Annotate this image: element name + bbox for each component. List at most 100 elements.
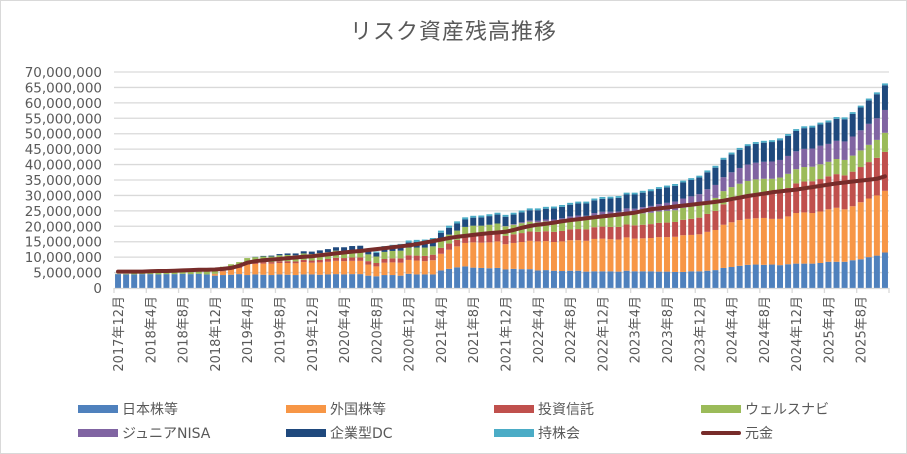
bar-segment <box>655 187 662 189</box>
bar-segment <box>211 270 218 274</box>
bar-segment <box>446 225 453 228</box>
bar-segment <box>615 239 622 272</box>
bar-segment <box>123 273 130 275</box>
bar-segment <box>486 234 493 243</box>
bar-segment <box>260 255 267 257</box>
bar-segment <box>744 180 751 195</box>
bar-segment <box>881 85 888 110</box>
bar-segment <box>518 233 525 243</box>
bar-segment <box>365 264 372 276</box>
bar-segment <box>454 221 461 224</box>
bar-segment <box>357 245 364 251</box>
bar-segment <box>696 177 703 195</box>
bar-segment <box>873 255 880 288</box>
bar-segment <box>389 250 396 259</box>
bar-segment <box>704 172 711 190</box>
bar-segment <box>260 274 267 288</box>
bar-segment <box>744 164 751 181</box>
bar-segment <box>462 219 469 227</box>
bar-segment <box>865 144 872 163</box>
bar-segment <box>575 240 582 271</box>
bar-segment <box>696 205 703 218</box>
bar-segment <box>284 261 291 264</box>
bar-segment <box>510 212 517 215</box>
bar-segment <box>849 112 856 114</box>
bar-segment <box>760 142 767 162</box>
bar-segment <box>470 225 477 235</box>
bar-segment <box>631 271 638 288</box>
y-tick-label: 15,000,000 <box>25 235 102 251</box>
bar-segment <box>591 213 598 217</box>
legend-swatch <box>494 429 534 437</box>
bar-segment <box>599 226 606 239</box>
bar-segment <box>244 275 251 288</box>
bar-segment <box>825 176 832 210</box>
bar-segment <box>502 216 509 226</box>
bar-segment <box>462 217 469 220</box>
bar-segment <box>567 216 574 220</box>
x-tick-label: 2024年8月 <box>758 296 773 363</box>
bar-segment <box>841 119 848 142</box>
y-tick-label: 10,000,000 <box>25 250 102 266</box>
bar-segment <box>623 237 630 271</box>
bar-segment <box>236 274 243 288</box>
bar-segment <box>857 130 864 151</box>
bar-segment <box>817 179 824 212</box>
bar-segment <box>203 271 210 275</box>
bar-segment <box>195 270 202 274</box>
bar-segment <box>567 202 574 205</box>
bar-segment <box>857 105 864 108</box>
bar-segment <box>462 266 469 288</box>
bar-segment <box>607 239 614 272</box>
bar-segment <box>421 247 428 256</box>
bar-segment <box>785 188 792 217</box>
bar-segment <box>131 274 138 288</box>
bar-segment <box>397 258 404 263</box>
bar-segment <box>550 221 557 232</box>
bar-segment <box>809 263 816 288</box>
legend-item-japan-stocks: 日本株等 <box>78 399 178 419</box>
bar-segment <box>607 271 614 288</box>
bar-segment <box>333 257 339 261</box>
bar-segment <box>704 213 711 232</box>
bar-segment <box>284 274 291 288</box>
x-tick-label: 2021年12月 <box>500 296 515 372</box>
bar-segment <box>567 229 574 241</box>
bar-segment <box>397 250 404 259</box>
bar-segment <box>510 242 517 269</box>
bar-segment <box>793 151 800 170</box>
bar-segment <box>849 113 856 137</box>
bar-segment <box>760 264 767 288</box>
bar-segment <box>857 202 864 260</box>
bar-segment <box>728 267 735 288</box>
bar-segment <box>583 219 590 230</box>
bar-segment <box>421 261 428 275</box>
bar-segment <box>518 212 525 223</box>
bar-segment <box>655 188 662 205</box>
bar-segment <box>720 267 727 288</box>
bar-segment <box>720 191 727 205</box>
bar-segment <box>777 140 784 160</box>
bar-segment <box>510 234 517 243</box>
bar-segment <box>373 251 380 253</box>
y-tick-label: 50,000,000 <box>25 127 102 143</box>
gridlines <box>114 71 889 274</box>
legend-item-wealthnavi: ウェルスナビ <box>701 399 829 419</box>
bar-segment <box>575 203 582 216</box>
bar-segment <box>341 258 348 262</box>
bar-segment <box>510 224 517 225</box>
bar-segment <box>704 270 711 288</box>
bar-segment <box>437 270 444 288</box>
bar-segment <box>623 213 630 225</box>
bar-segment <box>833 207 840 262</box>
bar-segment <box>744 194 751 219</box>
bar-segment <box>381 258 388 263</box>
y-tick-label: 0 <box>93 281 102 297</box>
bar-segment <box>736 197 743 221</box>
bar-segment <box>833 261 840 288</box>
bar-segment <box>559 241 566 272</box>
bar-segment <box>639 213 646 225</box>
bar-segment <box>429 240 436 247</box>
bar-segment <box>534 270 541 288</box>
bar-segment <box>744 264 751 288</box>
